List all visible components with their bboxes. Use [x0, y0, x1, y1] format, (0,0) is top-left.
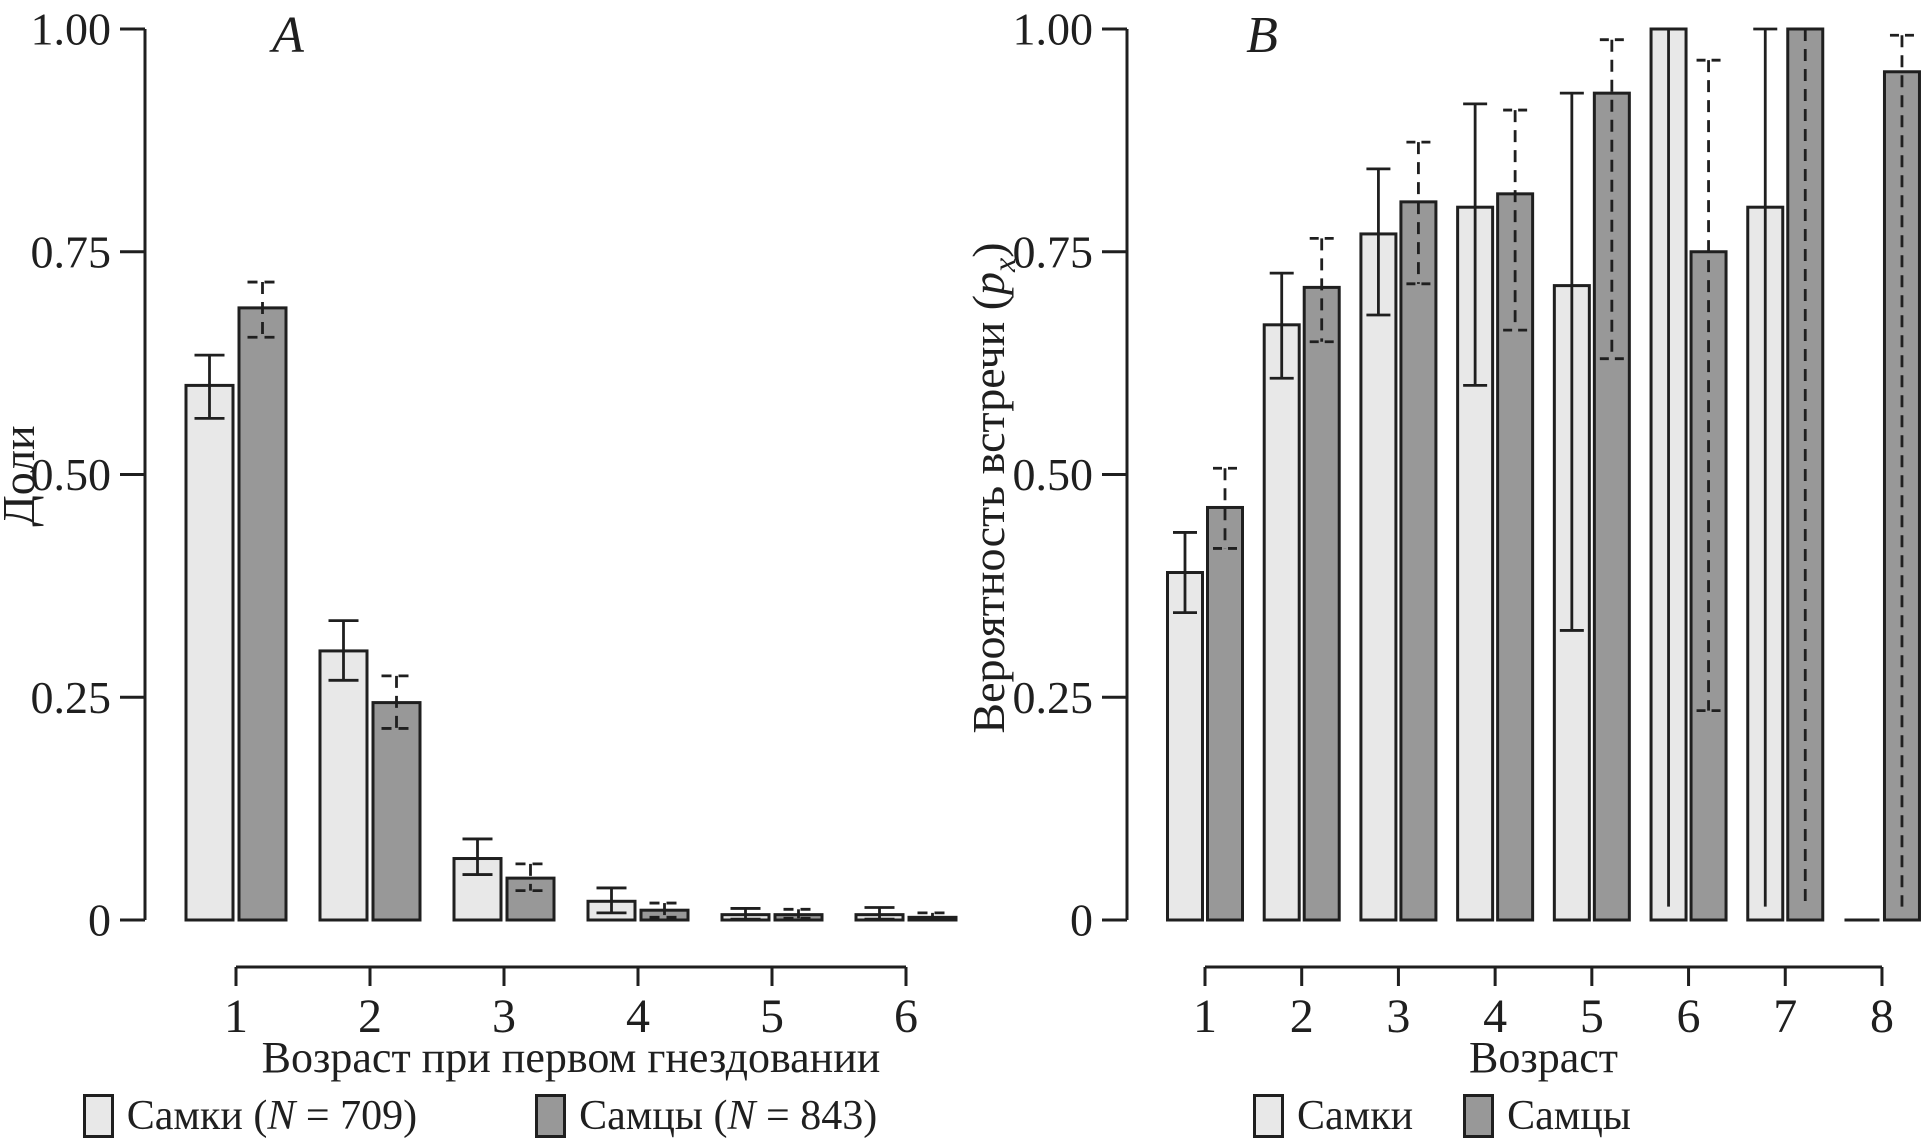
panel-b-x-tick-label-2: 2: [1290, 990, 1314, 1043]
panel-b-legend-swatch-male: [1463, 1094, 1495, 1138]
panel-b-legend-item-female: Самки: [1252, 1092, 1414, 1140]
panel-b-bar-female-1: [1166, 571, 1204, 922]
panel-b-y-tick-label-0.25: 0.25: [1013, 672, 1094, 723]
panel-a-x-tick-label-5: 5: [760, 990, 784, 1043]
panel-a-x-tick-label-2: 2: [358, 990, 382, 1043]
panel-a-y-tick-label-1.00: 1.00: [31, 4, 112, 55]
panel-b-bar-male-1: [1206, 505, 1244, 922]
panel-a-legend-swatch-female: [82, 1094, 114, 1138]
panel-b-label: B: [1246, 7, 1278, 64]
panel-b-y-tick-label-1.00: 1.00: [1013, 4, 1094, 55]
panel-b-y-tick-label-0.75: 0.75: [1013, 226, 1094, 277]
panel-b-x-tick-label-6: 6: [1677, 990, 1701, 1043]
panel-a-bar-female-1: [184, 383, 235, 922]
panel-b-legend-item-male: Самцы: [1463, 1092, 1631, 1140]
panel-b-legend-swatch-female: [1252, 1094, 1284, 1138]
panel-a-y-tick-label-0.25: 0.25: [31, 672, 112, 723]
panel-a-label: A: [269, 7, 304, 64]
panel-a-bar-male-2: [371, 701, 422, 922]
panel-a-y-axis-title: Доли: [0, 425, 44, 526]
panel-b-x-tick-label-8: 8: [1870, 990, 1894, 1043]
panel-b-y-tick-label-0.50: 0.50: [1013, 449, 1094, 500]
panel-b-x-tick-label-7: 7: [1773, 990, 1797, 1043]
panel-b-y-axis-title: Вероятность встречи (px): [963, 242, 1022, 733]
panel-b-bar-female-2: [1262, 323, 1301, 922]
panel-a-legend-swatch-male: [535, 1094, 567, 1138]
panel-b-x-tick-label-5: 5: [1580, 990, 1604, 1043]
panel-a-x-tick-label-6: 6: [894, 990, 918, 1043]
panel-a-legend-item-male: Самцы (N = 843): [535, 1092, 877, 1140]
panel-a-y-tick-label-0.75: 0.75: [31, 226, 112, 277]
panel-a-legend-item-female: Самки (N = 709): [82, 1092, 418, 1140]
panel-b-x-tick-label-1: 1: [1193, 990, 1217, 1043]
panel-a-legend-label-male: Самцы (N = 843): [579, 1093, 878, 1139]
panel-a-bar-female-2: [318, 649, 369, 922]
panel-a-x-axis-title: Возраст при первом гнездовании: [262, 1033, 881, 1082]
figure-svg: 1.00 0.75 0.50 0.25 0 Доли 1 2 3 4 5 6 Возраст при п…: [0, 4, 1921, 1082]
panel-a-x-tick-label-3: 3: [492, 990, 516, 1043]
panel-b-bar-male-4: [1496, 192, 1535, 922]
panel-a-y-tick-label-0.50: 0.50: [31, 449, 112, 500]
panel-b-bar-male-5: [1592, 91, 1631, 922]
legend-panel-b: Самки Самцы: [960, 1090, 1924, 1142]
panel-b-x-axis-title: Возраст: [1469, 1033, 1618, 1082]
panel-b-x-tick-label-3: 3: [1386, 990, 1410, 1043]
panel-b-bar-male-2: [1302, 285, 1341, 922]
panel-a-legend-label-female: Самки (N = 709): [126, 1093, 418, 1139]
panel-b-legend-label-female: Самки: [1296, 1093, 1414, 1139]
panel-b-legend-label-male: Самцы: [1507, 1093, 1632, 1139]
legend-panel-a: Самки (N = 709) Самцы (N = 843): [0, 1090, 960, 1142]
panel-b-y-tick-label-0: 0: [1070, 895, 1093, 946]
panel-a-bar-male-1: [237, 306, 288, 922]
panel-a-x-tick-label-4: 4: [626, 990, 650, 1043]
panel-b-bar-female-3: [1359, 232, 1398, 922]
panel-a-y-tick-label-0: 0: [88, 895, 111, 946]
panel-b-bar-male-3: [1399, 200, 1438, 922]
panel-a-x-tick-label-1: 1: [224, 990, 248, 1043]
panel-b-x-tick-label-4: 4: [1483, 990, 1507, 1043]
